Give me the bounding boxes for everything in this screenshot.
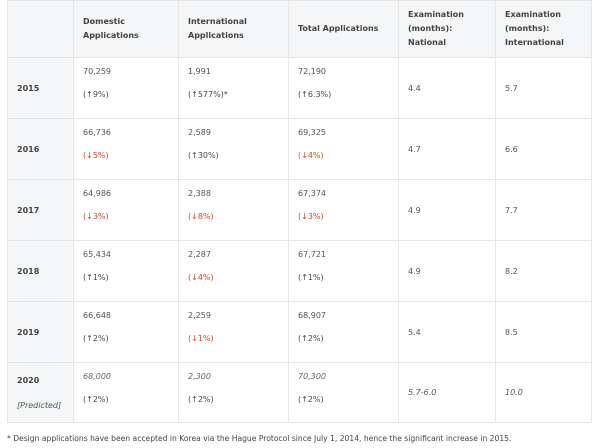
total-cell: 67,721 (↑1%) bbox=[288, 240, 399, 302]
exam-national-cell: 4.7 bbox=[398, 118, 496, 180]
domestic-value-predicted: 68,000 bbox=[83, 372, 111, 381]
domestic-change-predicted: (↑2%) bbox=[83, 395, 109, 404]
international-cell: 2,287 (↓4%) bbox=[178, 240, 289, 302]
total-value: 68,907 bbox=[298, 311, 326, 320]
exam-international-cell: 8.5 bbox=[495, 301, 592, 363]
year-cell-predicted: 2020 [Predicted] bbox=[7, 362, 74, 423]
international-value: 2,259 bbox=[188, 311, 211, 320]
domestic-cell: 66,648 (↑2%) bbox=[73, 301, 179, 363]
design-applications-table-container: Domestic Applications International Appl… bbox=[7, 0, 592, 423]
year-cell: 2016 bbox=[7, 118, 74, 180]
domestic-value: 64,986 bbox=[83, 189, 111, 198]
total-cell: 69,325 (↓4%) bbox=[288, 118, 399, 180]
domestic-cell-predicted: 68,000 (↑2%) bbox=[73, 362, 179, 423]
international-cell: 2,388 (↓8%) bbox=[178, 179, 289, 241]
predicted-year: 2020 bbox=[17, 375, 40, 385]
total-change: (↑1%) bbox=[298, 273, 324, 282]
total-value: 67,374 bbox=[298, 189, 326, 198]
year-cell: 2015 bbox=[7, 57, 74, 119]
footnote: * Design applications have been accepted… bbox=[7, 434, 512, 443]
international-change-predicted: (↑2%) bbox=[188, 395, 214, 404]
total-change: (↓3%) bbox=[298, 212, 324, 221]
domestic-value: 66,648 bbox=[83, 311, 111, 320]
domestic-value: 66,736 bbox=[83, 128, 111, 137]
international-cell: 2,259 (↓1%) bbox=[178, 301, 289, 363]
international-change: (↓1%) bbox=[188, 334, 214, 343]
header-cell-total: Total Applications bbox=[288, 0, 399, 58]
international-value: 1,991 bbox=[188, 67, 211, 76]
year-cell: 2017 bbox=[7, 179, 74, 241]
exam-national-cell: 4.4 bbox=[398, 57, 496, 119]
table-row: 2016 66,736 (↓5%) 2,589 (↑30%) 69,325 (↓… bbox=[7, 118, 592, 180]
domestic-change: (↓5%) bbox=[83, 151, 109, 160]
total-change-predicted: (↑2%) bbox=[298, 395, 324, 404]
international-change: (↓8%) bbox=[188, 212, 214, 221]
total-cell: 72,190 (↑6.3%) bbox=[288, 57, 399, 119]
domestic-value: 70,259 bbox=[83, 67, 111, 76]
domestic-value: 65,434 bbox=[83, 250, 111, 259]
header-cell-international: International Applications bbox=[178, 0, 289, 58]
header-cell-exam-international: Examination (months): International bbox=[495, 0, 592, 58]
international-cell: 1,991 (↑577%)* bbox=[178, 57, 289, 119]
international-change: (↓4%) bbox=[188, 273, 214, 282]
domestic-change: (↑2%) bbox=[83, 334, 109, 343]
international-change: (↑577%)* bbox=[188, 90, 228, 99]
predicted-note: [Predicted] bbox=[17, 400, 62, 410]
total-value: 67,721 bbox=[298, 250, 326, 259]
total-cell: 68,907 (↑2%) bbox=[288, 301, 399, 363]
exam-international-cell: 7.7 bbox=[495, 179, 592, 241]
table-row-predicted: 2020 [Predicted] 68,000 (↑2%) 2,300 (↑2%… bbox=[7, 362, 592, 423]
domestic-cell: 65,434 (↑1%) bbox=[73, 240, 179, 302]
international-value-predicted: 2,300 bbox=[188, 372, 211, 381]
total-change: (↑6.3%) bbox=[298, 90, 332, 99]
international-value: 2,287 bbox=[188, 250, 211, 259]
exam-national-cell: 4.9 bbox=[398, 240, 496, 302]
header-cell-year bbox=[7, 0, 74, 58]
total-change: (↑2%) bbox=[298, 334, 324, 343]
exam-international-cell: 5.7 bbox=[495, 57, 592, 119]
international-cell: 2,589 (↑30%) bbox=[178, 118, 289, 180]
international-change: (↑30%) bbox=[188, 151, 219, 160]
year-cell: 2018 bbox=[7, 240, 74, 302]
international-cell-predicted: 2,300 (↑2%) bbox=[178, 362, 289, 423]
table-row: 2019 66,648 (↑2%) 2,259 (↓1%) 68,907 (↑2… bbox=[7, 301, 592, 363]
domestic-change: (↑1%) bbox=[83, 273, 109, 282]
exam-international-cell-predicted: 10.0 bbox=[495, 362, 592, 423]
exam-international-cell: 6.6 bbox=[495, 118, 592, 180]
international-value: 2,388 bbox=[188, 189, 211, 198]
domestic-cell: 70,259 (↑9%) bbox=[73, 57, 179, 119]
exam-national-cell: 5.4 bbox=[398, 301, 496, 363]
header-row: Domestic Applications International Appl… bbox=[7, 0, 592, 58]
header-cell-domestic: Domestic Applications bbox=[73, 0, 179, 58]
total-value: 69,325 bbox=[298, 128, 326, 137]
domestic-cell: 64,986 (↓3%) bbox=[73, 179, 179, 241]
design-applications-table: Domestic Applications International Appl… bbox=[7, 0, 592, 423]
total-cell: 67,374 (↓3%) bbox=[288, 179, 399, 241]
table-row: 2017 64,986 (↓3%) 2,388 (↓8%) 67,374 (↓3… bbox=[7, 179, 592, 241]
domestic-change: (↓3%) bbox=[83, 212, 109, 221]
total-value-predicted: 70,300 bbox=[298, 372, 326, 381]
exam-national-cell: 4.9 bbox=[398, 179, 496, 241]
header-cell-exam-national: Examination (months): National bbox=[398, 0, 496, 58]
table-row: 2018 65,434 (↑1%) 2,287 (↓4%) 67,721 (↑1… bbox=[7, 240, 592, 302]
year-cell: 2019 bbox=[7, 301, 74, 363]
domestic-change: (↑9%) bbox=[83, 90, 109, 99]
total-value: 72,190 bbox=[298, 67, 326, 76]
total-cell-predicted: 70,300 (↑2%) bbox=[288, 362, 399, 423]
domestic-cell: 66,736 (↓5%) bbox=[73, 118, 179, 180]
total-change: (↓4%) bbox=[298, 151, 324, 160]
exam-international-cell: 8.2 bbox=[495, 240, 592, 302]
exam-national-cell-predicted: 5.7-6.0 bbox=[398, 362, 496, 423]
table-row: 2015 70,259 (↑9%) 1,991 (↑577%)* 72,190 … bbox=[7, 57, 592, 119]
international-value: 2,589 bbox=[188, 128, 211, 137]
